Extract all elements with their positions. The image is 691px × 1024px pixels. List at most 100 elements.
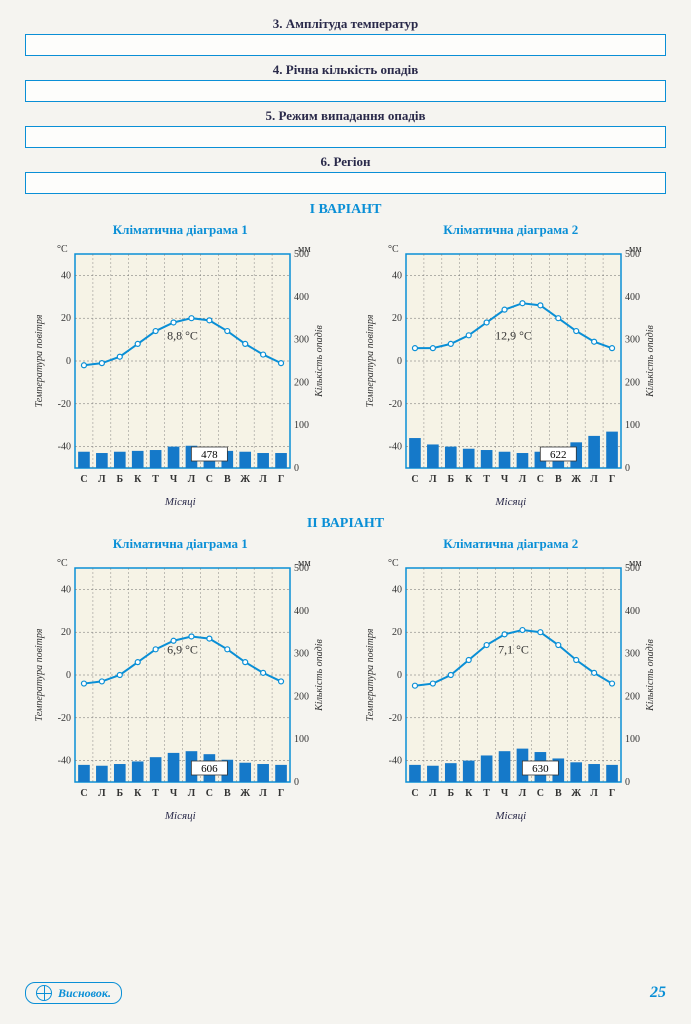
- svg-text:100: 100: [294, 420, 309, 431]
- svg-text:Б: Б: [447, 474, 454, 485]
- svg-text:К: К: [134, 474, 142, 485]
- svg-text:Ж: Ж: [571, 788, 581, 799]
- page-number: 25: [650, 984, 666, 1002]
- svg-text:-40: -40: [58, 756, 71, 767]
- precip-bar: [96, 766, 108, 782]
- svg-text:мм: мм: [298, 244, 311, 255]
- avg-temp-label: 12,9 °C: [495, 329, 532, 343]
- svg-text:300: 300: [625, 335, 640, 346]
- svg-text:В: В: [224, 474, 231, 485]
- total-precip-label: 622: [550, 449, 567, 461]
- variant-2-title: II ВАРІАНТ: [25, 516, 666, 532]
- svg-text:Л: Л: [590, 788, 598, 799]
- svg-text:200: 200: [625, 691, 640, 702]
- svg-text:Л: Л: [98, 788, 106, 799]
- precip-bar: [258, 453, 270, 468]
- svg-text:400: 400: [294, 606, 309, 617]
- precip-bar: [445, 447, 457, 468]
- avg-temp-label: 6,9 °C: [167, 643, 198, 657]
- svg-text:Ч: Ч: [170, 788, 178, 799]
- svg-text:Ж: Ж: [241, 788, 251, 799]
- svg-text:40: 40: [61, 584, 71, 595]
- svg-text:Ч: Ч: [501, 474, 509, 485]
- climate-chart: -40-20020400100200300400500СЛБКТЧЛСВЖЛГ6…: [30, 554, 330, 804]
- svg-text:Кількість опадів: Кількість опадів: [645, 325, 656, 398]
- svg-text:300: 300: [294, 649, 309, 660]
- chart-3-title: Кліматична діаграма 1: [25, 536, 336, 552]
- svg-text:0: 0: [625, 777, 630, 788]
- precip-bar: [409, 438, 421, 468]
- conclusion-badge: Висновок.: [25, 982, 122, 1004]
- svg-text:Л: Л: [260, 788, 268, 799]
- precip-bar: [463, 761, 475, 782]
- svg-text:С: С: [81, 788, 88, 799]
- precip-bar: [498, 751, 510, 782]
- svg-text:100: 100: [294, 734, 309, 745]
- svg-text:20: 20: [392, 627, 402, 638]
- svg-text:С: С: [81, 474, 88, 485]
- chart-3: Кліматична діаграма 1 -40-20020400100200…: [25, 536, 336, 822]
- svg-text:В: В: [555, 788, 562, 799]
- svg-text:К: К: [465, 474, 473, 485]
- total-precip-label: 478: [201, 449, 218, 461]
- precip-bar: [258, 764, 270, 782]
- svg-text:°C: °C: [388, 558, 399, 569]
- blank-box-3: [25, 34, 666, 56]
- svg-text:-20: -20: [58, 399, 71, 410]
- precip-bar: [516, 453, 528, 468]
- precip-bar: [481, 450, 493, 468]
- svg-text:Л: Л: [188, 474, 196, 485]
- svg-text:С: С: [206, 474, 213, 485]
- precip-bar: [498, 452, 510, 468]
- svg-text:0: 0: [66, 670, 71, 681]
- svg-text:С: С: [411, 474, 418, 485]
- chart-4: Кліматична діаграма 2 -40-20020400100200…: [356, 536, 667, 822]
- svg-text:Ж: Ж: [571, 474, 581, 485]
- precip-bar: [240, 452, 252, 468]
- svg-text:-40: -40: [388, 442, 401, 453]
- precip-bar: [114, 764, 126, 782]
- globe-icon: [36, 985, 52, 1001]
- avg-temp-label: 8,8 °C: [167, 329, 198, 343]
- svg-text:Кількість опадів: Кількість опадів: [314, 639, 325, 712]
- svg-text:-40: -40: [388, 756, 401, 767]
- svg-text:Г: Г: [609, 788, 615, 799]
- chart-1-title: Кліматична діаграма 1: [25, 222, 336, 238]
- precip-bar: [78, 765, 90, 782]
- climate-chart: -40-20020400100200300400500СЛБКТЧЛСВЖЛГ7…: [361, 554, 661, 804]
- variant-1-title: I ВАРІАНТ: [25, 202, 666, 218]
- heading-6: 6. Регіон: [25, 154, 666, 170]
- svg-text:мм: мм: [298, 558, 311, 569]
- svg-text:Б: Б: [117, 474, 124, 485]
- heading-4: 4. Річна кількість опадів: [25, 62, 666, 78]
- svg-text:Г: Г: [278, 788, 284, 799]
- svg-text:Температура повітря: Температура повітря: [34, 628, 45, 721]
- chart-1: Кліматична діаграма 1 -40-20020400100200…: [25, 222, 336, 508]
- svg-text:0: 0: [294, 463, 299, 474]
- chart-1-xlabel: Місяці: [25, 496, 336, 508]
- heading-3: 3. Амплітуда температур: [25, 16, 666, 32]
- svg-text:°C: °C: [388, 244, 399, 255]
- precip-bar: [606, 765, 618, 782]
- blank-box-6: [25, 172, 666, 194]
- blank-box-5: [25, 126, 666, 148]
- svg-text:400: 400: [625, 292, 640, 303]
- svg-text:400: 400: [625, 606, 640, 617]
- svg-text:Г: Г: [609, 474, 615, 485]
- svg-text:Температура повітря: Температура повітря: [34, 314, 45, 407]
- conclusion-text: Висновок.: [58, 986, 111, 1001]
- precip-bar: [570, 762, 582, 782]
- svg-text:В: В: [224, 788, 231, 799]
- chart-4-title: Кліматична діаграма 2: [356, 536, 667, 552]
- svg-text:-40: -40: [58, 442, 71, 453]
- chart-2-title: Кліматична діаграма 2: [356, 222, 667, 238]
- svg-text:Ч: Ч: [501, 788, 509, 799]
- svg-text:Ч: Ч: [170, 474, 178, 485]
- svg-text:Л: Л: [429, 474, 437, 485]
- svg-text:Б: Б: [447, 788, 454, 799]
- chart-2: Кліматична діаграма 2 -40-20020400100200…: [356, 222, 667, 508]
- svg-text:мм: мм: [629, 244, 642, 255]
- svg-text:0: 0: [66, 356, 71, 367]
- svg-text:С: С: [411, 788, 418, 799]
- avg-temp-label: 7,1 °C: [498, 643, 529, 657]
